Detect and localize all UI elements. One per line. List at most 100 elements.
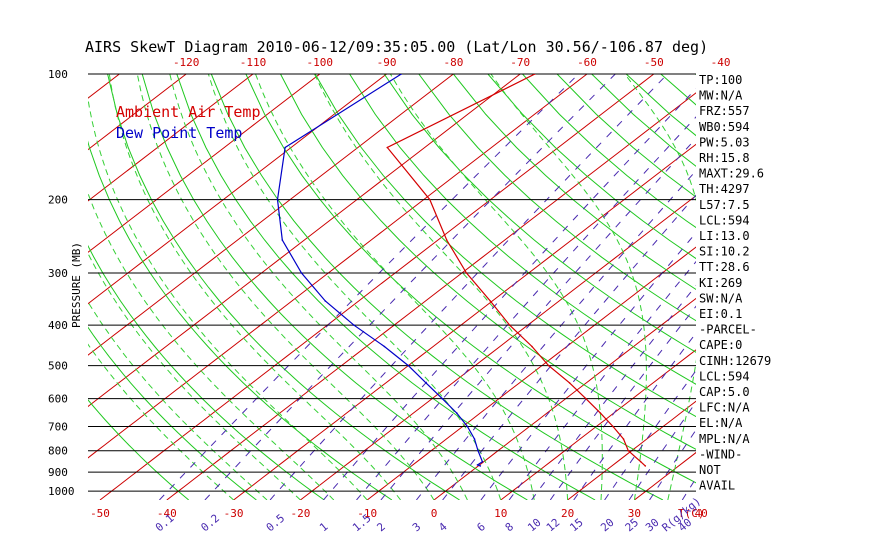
index-label: NOT <box>699 463 721 477</box>
dry-adiabat-line <box>383 74 696 353</box>
index-label: -WIND- <box>699 447 742 461</box>
dry-adiabat-line <box>88 326 257 500</box>
dewpoint-point <box>479 465 482 467</box>
temperature-point <box>531 345 533 348</box>
moist-adiabat-line <box>88 301 268 500</box>
mixing-ratio-tick-label: 8 <box>503 520 516 534</box>
bottom-axis-tick-label: 20 <box>561 507 574 520</box>
isotherm-line <box>768 74 870 500</box>
isotherm-line <box>88 74 321 253</box>
mixing-ratio-line <box>573 332 696 500</box>
index-label: MAXT:29.6 <box>699 167 764 181</box>
top-axis-tick-label: -50 <box>644 56 664 69</box>
mixing-ratio-line <box>204 74 616 500</box>
mixing-ratio-line <box>649 429 696 500</box>
pressure-tick-label: 400 <box>48 319 68 332</box>
dry-adiabat-line <box>88 140 393 500</box>
temperature-point <box>585 397 587 400</box>
top-axis-tick-label: -40 <box>711 56 731 69</box>
pressure-tick-label: 300 <box>48 267 68 280</box>
moist-adiabat-line <box>169 74 468 500</box>
mixing-ratio-line <box>508 260 696 500</box>
dry-adiabat-line <box>210 74 664 500</box>
mixing-ratio-line <box>159 74 579 500</box>
index-label: SI:10.2 <box>699 245 750 259</box>
mixing-ratio-line <box>549 305 696 500</box>
index-label: LCL:594 <box>699 213 750 227</box>
isotherm-line <box>88 74 387 305</box>
mixing-ratio-tick-label: 30 <box>643 516 662 534</box>
top-axis-tick-label: -110 <box>240 56 267 69</box>
dry-adiabat-line <box>799 74 870 500</box>
dewpoint-point <box>441 397 444 400</box>
dry-adiabat-line <box>314 74 696 418</box>
dry-adiabat-line <box>522 74 696 229</box>
temperature-point <box>639 460 642 463</box>
mixing-ratio-tick-label: 0.2 <box>198 512 222 535</box>
moist-adiabat-line <box>389 74 603 500</box>
dewpoint-point <box>481 460 484 463</box>
dewpoint-point <box>281 239 284 241</box>
bottom-axis-tick-label: 40 <box>695 507 708 520</box>
bottom-axis-unit: T(C) <box>678 507 705 520</box>
index-label: CAP:5.0 <box>699 385 750 399</box>
temperature-point <box>386 146 389 149</box>
temperature-point <box>489 300 492 302</box>
moist-adiabat-line <box>88 252 301 500</box>
isotherm-line <box>500 349 696 500</box>
isotherm-line <box>835 74 870 500</box>
mixing-ratio-tick-label: 10 <box>525 516 544 534</box>
index-label: L57:7.5 <box>699 198 750 212</box>
temperature-point <box>644 465 647 467</box>
moist-adiabat-line <box>108 74 401 500</box>
index-label: KI:269 <box>699 276 742 290</box>
index-label: CINH:12679 <box>699 354 771 368</box>
pressure-tick-label: 200 <box>48 194 68 207</box>
mixing-ratio-tick-label: 3 <box>410 520 423 534</box>
bottom-axis-tick-label: 30 <box>628 507 641 520</box>
isotherm-line <box>0 74 53 500</box>
dewpoint-point <box>473 438 476 440</box>
mixing-ratio-tick-label: 0.5 <box>264 512 288 535</box>
mixing-ratio-line <box>380 137 696 500</box>
isotherm-line <box>88 74 454 356</box>
index-label: LFC:N/A <box>699 401 750 415</box>
mixing-ratio-tick-label: 6 <box>474 520 487 534</box>
mixing-ratio-tick-label: 12 <box>544 516 563 534</box>
dewpoint-curve <box>276 74 484 467</box>
index-label: LCL:594 <box>699 369 750 383</box>
index-label: AVAIL <box>699 479 735 493</box>
index-label: EI:0.1 <box>699 307 742 321</box>
mixing-ratio-tick-label: 1 <box>317 520 330 534</box>
dewpoint-point <box>300 272 303 274</box>
moist-adiabat-line <box>88 192 335 500</box>
bottom-axis-tick-label: -20 <box>290 507 310 520</box>
index-label: TP:100 <box>699 73 742 87</box>
dewpoint-point <box>324 300 327 302</box>
dewpoint-point <box>407 364 410 367</box>
index-label: TT:28.6 <box>699 260 750 274</box>
index-label: LI:13.0 <box>699 229 750 243</box>
bottom-axis-tick-label: -40 <box>157 507 177 520</box>
top-axis-tick-label: -60 <box>577 56 597 69</box>
index-label: PW:5.03 <box>699 135 750 149</box>
isotherm-line <box>166 92 696 500</box>
pressure-tick-label: 900 <box>48 466 68 479</box>
bottom-axis-tick-label: -10 <box>357 507 377 520</box>
dry-adiabat-line <box>453 74 696 291</box>
isotherm-line <box>88 74 521 408</box>
pressure-tick-label: 700 <box>48 421 68 434</box>
top-axis-tick-label: -80 <box>443 56 463 69</box>
dewpoint-point <box>276 198 279 201</box>
dry-adiabat-line <box>834 74 870 500</box>
top-axis-tick-label: -100 <box>307 56 334 69</box>
top-axis-tick-label: -70 <box>510 56 530 69</box>
index-label: CAPE:0 <box>699 338 742 352</box>
bottom-axis-tick-label: 0 <box>431 507 438 520</box>
moist-adiabat-line <box>207 74 502 500</box>
pressure-tick-label: 600 <box>48 393 68 406</box>
moist-adiabat-line <box>255 74 535 500</box>
index-label: MW:N/A <box>699 89 743 103</box>
isotherm-line <box>233 143 696 500</box>
